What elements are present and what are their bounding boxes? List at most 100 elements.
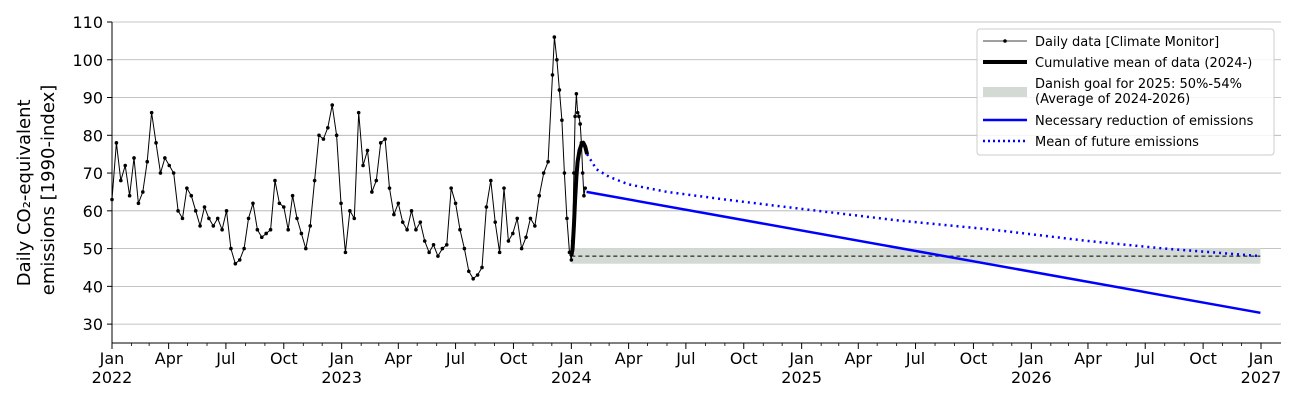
daily-data-point: [171, 171, 176, 175]
future-mean-line: [586, 153, 1261, 258]
daily-data-point: [546, 159, 550, 164]
daily-data-point: [374, 178, 379, 183]
y-tick-label: 90: [83, 89, 103, 108]
daily-data-point: [552, 35, 557, 39]
x-tick-label: Apr: [615, 349, 643, 368]
y-tick-label: 50: [83, 240, 103, 259]
daily-data-point: [281, 205, 286, 209]
daily-data-point: [167, 163, 172, 168]
y-ticks: 30 40 50 60 70 80 90 100 110: [72, 13, 112, 334]
x-tick-label: Jan: [328, 349, 354, 368]
daily-data-point: [497, 250, 502, 255]
daily-data-point: [444, 243, 449, 247]
daily-data-point: [273, 178, 277, 183]
x-tick-year-label: 2027: [1241, 368, 1282, 387]
legend-cummean-label: Cumulative mean of data (2024-): [1035, 56, 1252, 71]
daily-data-point: [422, 239, 427, 243]
x-tick-label: Oct: [1189, 349, 1217, 368]
daily-data-point: [251, 201, 255, 206]
x-tick-label: Jan: [1018, 349, 1044, 368]
daily-data-point: [387, 186, 392, 190]
daily-data-point: [207, 216, 211, 221]
daily-data-point: [163, 156, 167, 160]
daily-data-point: [582, 193, 586, 198]
daily-data-point: [295, 216, 299, 221]
daily-data-point: [229, 246, 233, 251]
daily-data-point: [299, 231, 304, 236]
legend-frame: [976, 28, 1275, 156]
daily-data-point: [127, 193, 132, 198]
necessary-reduction-line: [586, 190, 1261, 315]
y-axis-label-line1: Daily CO₂-equivalent: [14, 99, 35, 286]
daily-data-point: [519, 246, 524, 251]
daily-data-point: [409, 209, 414, 213]
daily-data-line: [111, 36, 586, 280]
daily-data-point: [502, 186, 506, 190]
daily-data-point: [304, 246, 308, 251]
daily-data-point: [392, 212, 396, 217]
daily-data-point: [462, 246, 467, 251]
y-tick-label: 40: [83, 277, 103, 296]
x-tick-label: Jul: [675, 349, 695, 368]
daily-data-point: [149, 110, 154, 115]
daily-data-point: [560, 118, 564, 122]
daily-data-point: [141, 190, 145, 194]
legend-band-label: Danish goal for 2025: 50%-54%: [1035, 77, 1242, 92]
daily-data-point: [290, 193, 295, 198]
daily-data-point: [277, 201, 282, 206]
daily-data-point: [264, 231, 268, 236]
daily-data-point: [158, 171, 163, 175]
daily-data-point: [400, 220, 405, 224]
x-tick-label: Jul: [905, 349, 925, 368]
daily-data-point: [334, 133, 339, 138]
daily-data-point: [237, 258, 242, 262]
legend-daily-label: Daily data [Climate Monitor]: [1035, 35, 1219, 50]
daily-data-point: [198, 224, 202, 228]
daily-data-point: [414, 227, 418, 232]
daily-data-point: [541, 171, 546, 175]
y-tick-label: 70: [83, 164, 103, 183]
daily-data-point: [246, 216, 251, 221]
legend-daily-marker: [1003, 39, 1007, 43]
daily-data-point: [348, 209, 352, 213]
daily-data-point: [537, 193, 542, 198]
daily-data-point: [569, 258, 574, 262]
legend-future-label: Mean of future emissions: [1035, 135, 1199, 150]
daily-data-point: [343, 250, 348, 255]
daily-data-point: [185, 186, 189, 190]
daily-data-point: [339, 201, 343, 206]
axes: [111, 22, 1281, 344]
daily-data-point: [361, 163, 365, 168]
x-tick-label: Apr: [384, 349, 412, 368]
x-tick-year-label: 2024: [551, 368, 592, 387]
daily-data-point: [317, 133, 321, 138]
x-tick-year-label: 2023: [321, 368, 362, 387]
daily-data-point: [453, 201, 458, 206]
x-tick-label: Oct: [960, 349, 988, 368]
daily-data-point: [326, 125, 330, 130]
daily-data-point: [286, 227, 290, 232]
x-tick-year-label: 2025: [781, 368, 822, 387]
daily-data-point: [489, 178, 493, 183]
series-layer: [110, 35, 1261, 315]
daily-data-point: [475, 273, 480, 277]
daily-data-point: [365, 148, 370, 153]
x-tick-label: Jan: [99, 349, 125, 368]
daily-data-point: [154, 141, 158, 145]
daily-data-point: [555, 57, 559, 62]
daily-data-point: [123, 163, 128, 168]
daily-data-point: [114, 141, 119, 145]
daily-data-point: [370, 190, 374, 194]
daily-data-point: [405, 227, 409, 232]
daily-data-point: [484, 205, 489, 209]
x-tick-label: Jan: [558, 349, 584, 368]
legend-band-label-line2: (Average of 2024-2026): [1035, 92, 1190, 107]
daily-data-point: [493, 220, 498, 224]
daily-data-point: [528, 216, 533, 221]
goal-band-layer: [571, 248, 1261, 264]
daily-data-point: [550, 73, 555, 77]
daily-data-point: [132, 156, 136, 160]
daily-data-point: [511, 231, 515, 236]
